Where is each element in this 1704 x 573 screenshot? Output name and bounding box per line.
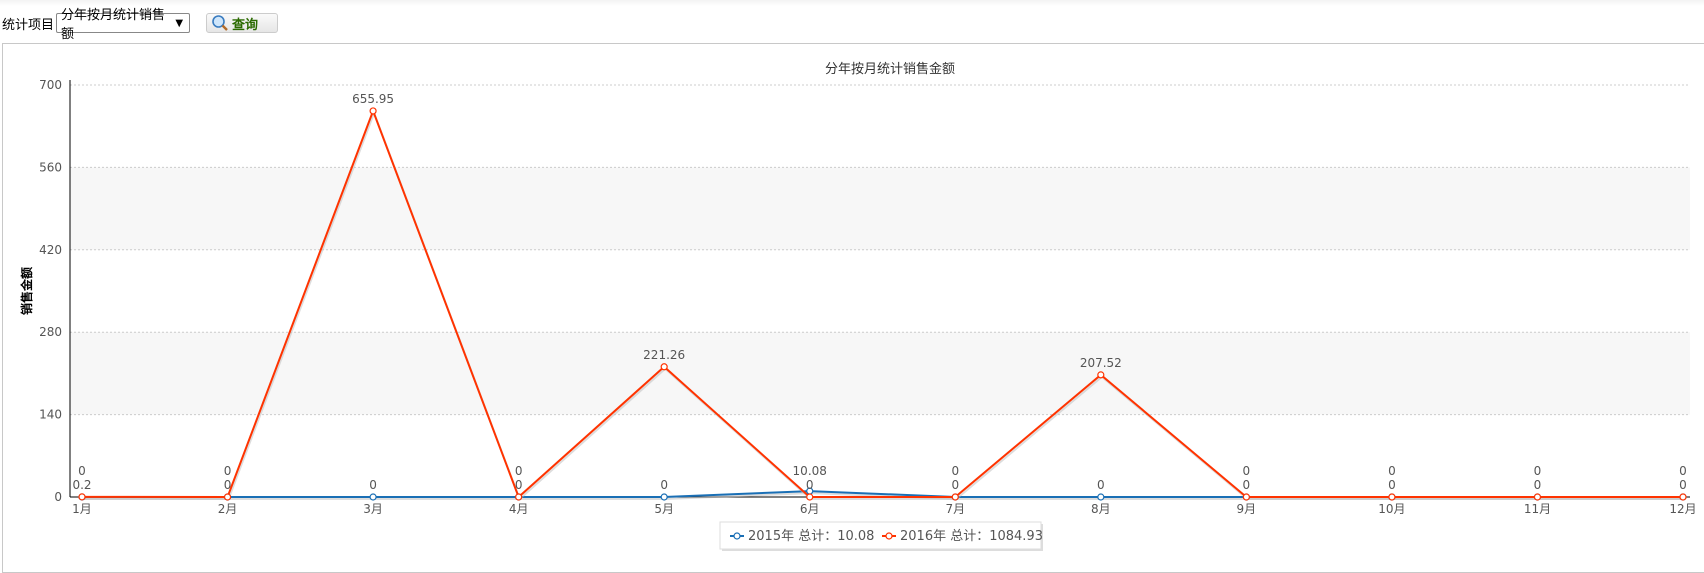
data-label: 0 xyxy=(78,464,86,478)
data-label: 0 xyxy=(1534,464,1542,478)
data-label: 0 xyxy=(1243,464,1251,478)
data-point xyxy=(660,363,668,371)
x-tick-label: 6月 xyxy=(800,502,820,516)
data-label: 0 xyxy=(224,478,232,492)
x-tick-label: 12月 xyxy=(1669,502,1696,516)
series-shadow xyxy=(82,110,1684,501)
data-point xyxy=(806,493,814,501)
query-button-label: 查询 xyxy=(232,17,259,33)
data-label: 0 xyxy=(1679,464,1687,478)
data-label: 10.08 xyxy=(793,464,827,478)
data-label: 0 xyxy=(806,478,814,492)
x-tick-label: 10月 xyxy=(1378,502,1405,516)
x-tick-label: 9月 xyxy=(1237,502,1257,516)
toolbar: 统计项目 分年按月统计销售额 ▼ 查询 xyxy=(2,8,279,42)
data-point xyxy=(369,107,377,115)
data-label: 0 xyxy=(1679,478,1687,492)
data-label: 0 xyxy=(1534,478,1542,492)
legend-item-2015年: 2015年 总计：10.08 xyxy=(748,529,874,544)
y-tick-label: 140 xyxy=(39,408,62,422)
legend-marker xyxy=(885,532,893,540)
data-point xyxy=(1533,493,1542,501)
data-label: 0 xyxy=(951,478,959,492)
data-point xyxy=(1097,493,1105,501)
x-tick-label: 1月 xyxy=(72,502,92,516)
plot-band xyxy=(70,332,1690,415)
y-tick-label: 700 xyxy=(39,78,62,92)
data-point xyxy=(951,493,959,501)
data-point xyxy=(1679,493,1687,501)
caret-down-icon: ▼ xyxy=(175,17,184,29)
data-label: 655.95 xyxy=(352,92,394,106)
data-point xyxy=(223,493,232,501)
data-label: 0 xyxy=(369,478,377,492)
legend-marker xyxy=(733,532,741,540)
data-point xyxy=(1388,493,1396,501)
stat-item-select-value: 分年按月统计销售额 xyxy=(61,8,166,42)
data-label: 0 xyxy=(951,464,959,478)
data-label: 0.2 xyxy=(72,478,91,492)
data-point xyxy=(369,493,377,501)
x-tick-label: 3月 xyxy=(363,502,383,516)
data-label: 221.26 xyxy=(643,348,685,362)
x-tick-label: 7月 xyxy=(945,502,965,516)
data-point xyxy=(1097,371,1105,379)
data-label: 0 xyxy=(224,464,232,478)
data-point xyxy=(660,493,668,501)
data-label: 0 xyxy=(1388,464,1396,478)
data-label: 207.52 xyxy=(1080,356,1122,370)
stat-item-label: 统计项目 xyxy=(2,17,55,33)
x-tick-label: 8月 xyxy=(1091,502,1111,516)
data-label: 0 xyxy=(1097,478,1105,492)
y-tick-label: 420 xyxy=(39,243,62,257)
legend-box xyxy=(719,521,1042,550)
top-bar xyxy=(0,0,1704,6)
data-label: 0 xyxy=(515,478,523,492)
plot-band xyxy=(70,167,1690,250)
data-label: 0 xyxy=(515,464,523,478)
data-point xyxy=(78,493,86,501)
x-tick-label: 5月 xyxy=(654,502,674,516)
data-label: 0 xyxy=(660,478,668,492)
data-point xyxy=(1242,493,1250,501)
x-tick-label: 4月 xyxy=(509,502,529,516)
series-line-2016年 xyxy=(81,108,1683,499)
y-tick-label: 560 xyxy=(39,160,62,174)
x-tick-label: 2月 xyxy=(218,502,238,516)
x-tick-label: 11月 xyxy=(1524,502,1551,516)
data-label: 0 xyxy=(1388,478,1396,492)
legend-item-2016年: 2016年 总计：1084.93 xyxy=(900,529,1043,544)
y-tick-label: 0 xyxy=(54,490,62,504)
y-tick-label: 280 xyxy=(39,325,62,339)
data-label: 0 xyxy=(1243,478,1251,492)
stat-item-select[interactable]: 分年按月统计销售额 ▼ xyxy=(56,8,191,42)
data-point xyxy=(515,493,523,501)
magnifier-icon xyxy=(212,15,228,31)
query-button[interactable]: 查询 xyxy=(206,13,279,33)
chart-title: 分年按月统计销售金额 xyxy=(825,61,955,77)
y-axis-title: 销售金额 xyxy=(19,267,34,315)
